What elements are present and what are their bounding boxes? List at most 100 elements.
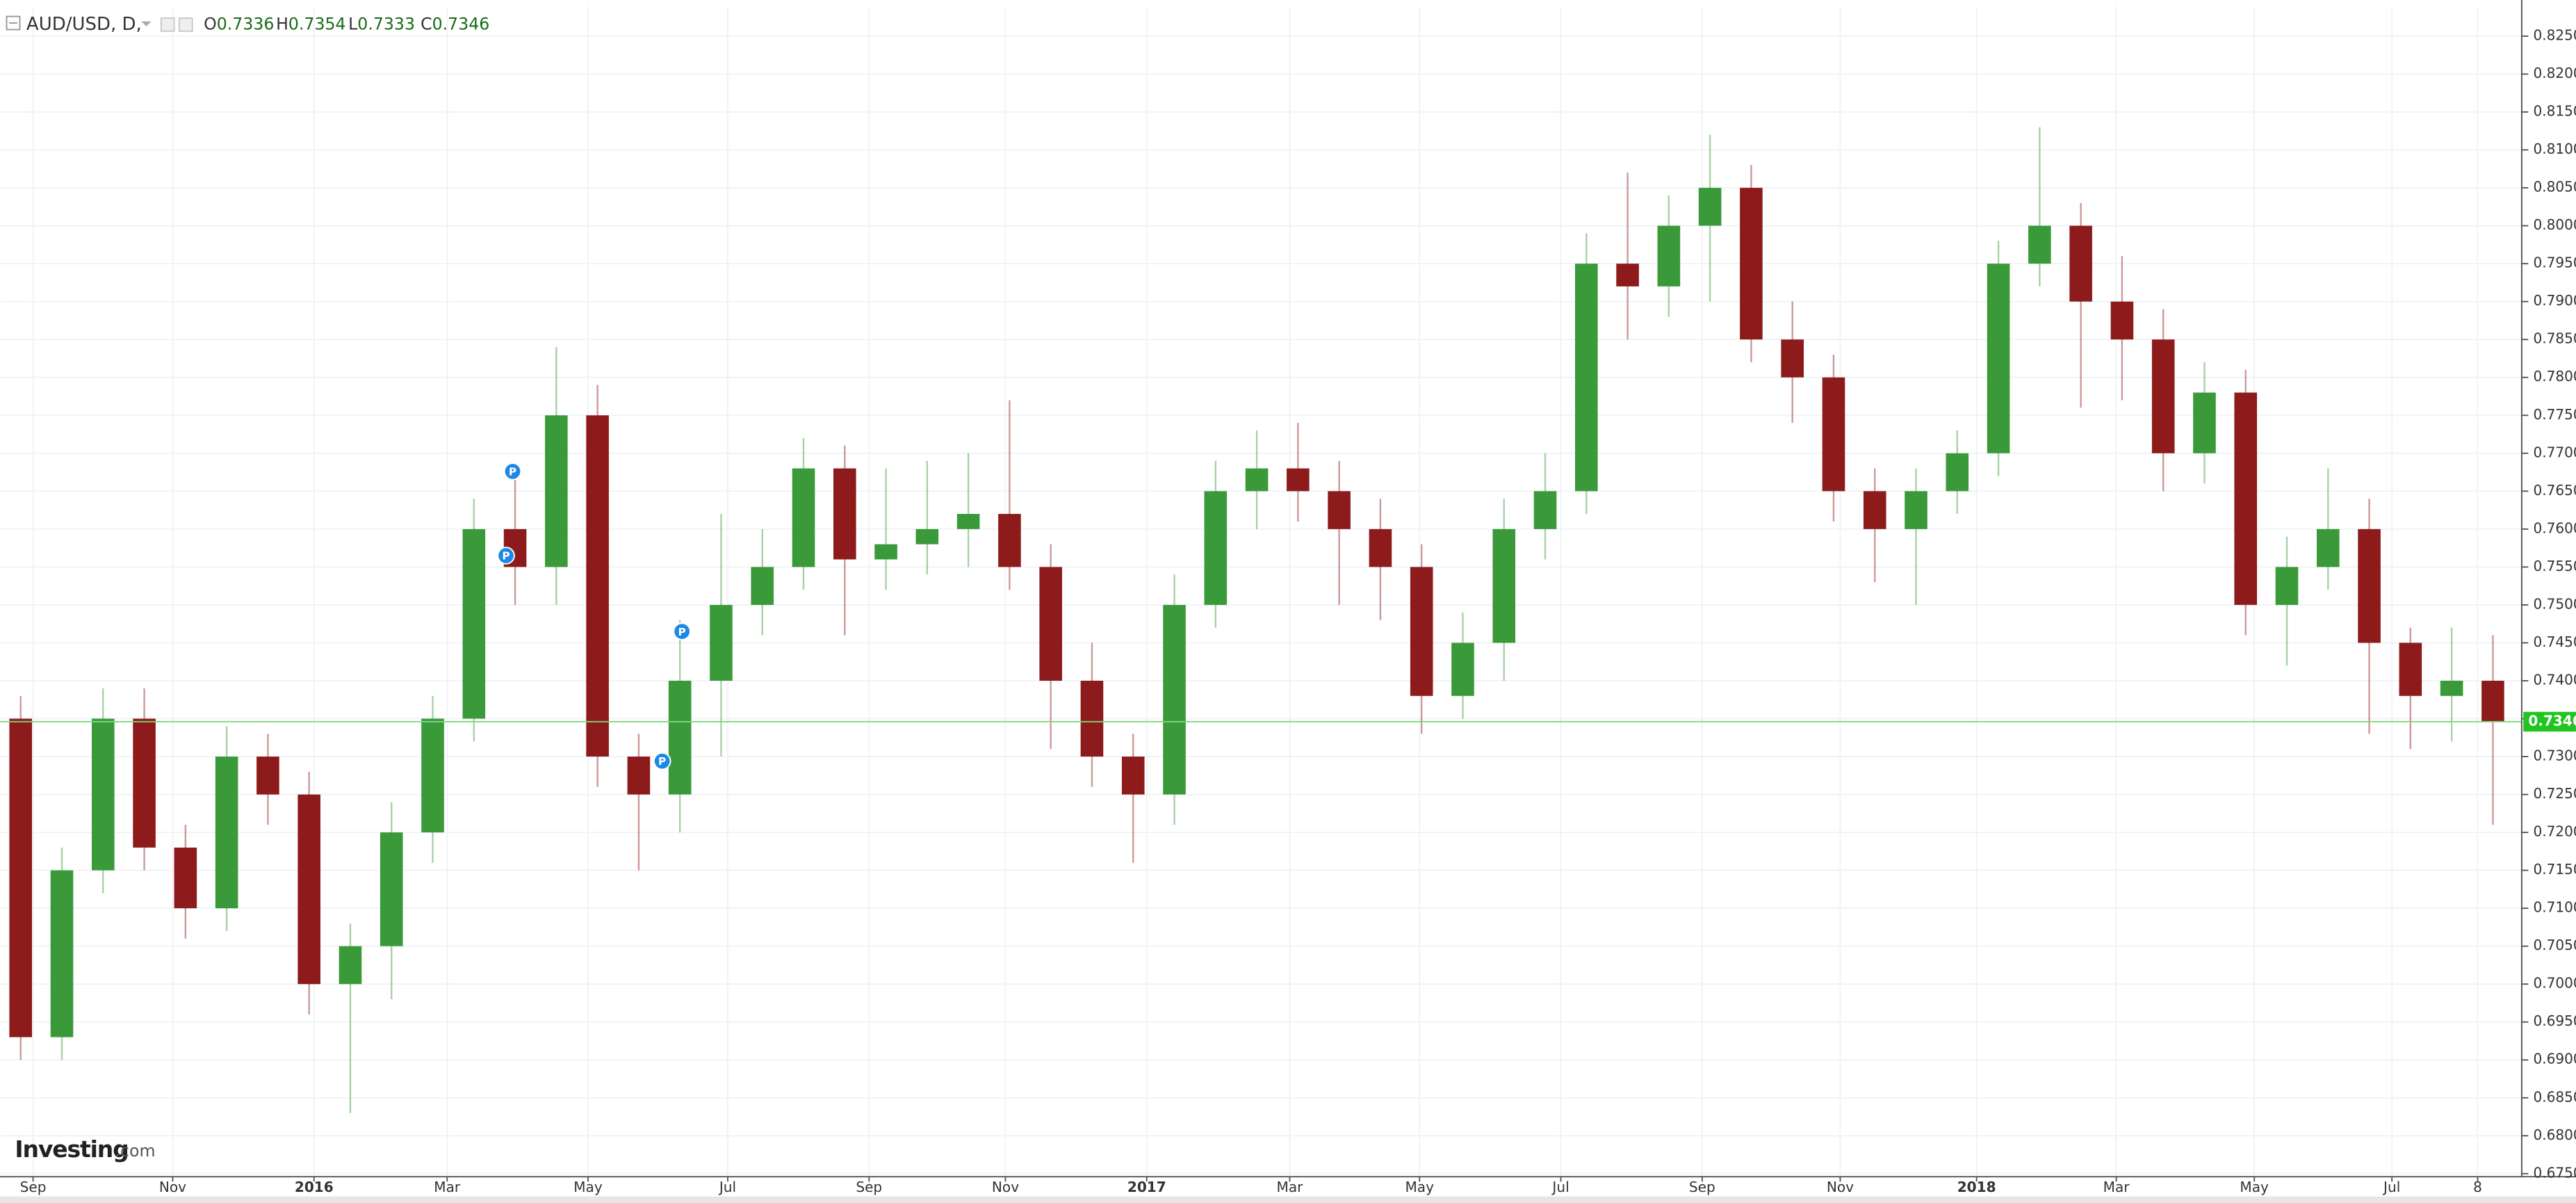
collapse-icon[interactable] (6, 15, 21, 31)
symbol-dropdown[interactable] (141, 21, 152, 26)
candle-body (50, 870, 74, 1038)
ohlc-item: L0.7333 (348, 14, 415, 33)
x-tick-label: Nov (159, 1179, 186, 1195)
candle-body (1451, 643, 1474, 696)
x-tick-label: 2016 (295, 1179, 334, 1195)
x-tick-label: Mar (1277, 1179, 1304, 1195)
hide-icon[interactable] (179, 17, 193, 32)
event-marker[interactable] (673, 622, 691, 640)
candle-body (1533, 491, 1557, 529)
x-tick-label: Sep (856, 1179, 882, 1195)
event-label: P (509, 466, 516, 478)
candle-body (545, 415, 568, 567)
candle-body (297, 794, 320, 985)
x-tick-label: May (1405, 1179, 1434, 1195)
legend-header: AUD/USD, D, O0.7336 H0.7354 L0.7333 C0.7346 (6, 14, 489, 35)
candle-body (1781, 339, 1804, 378)
x-tick-label: Nov (1827, 1179, 1854, 1195)
candle-body (1080, 680, 1104, 757)
y-tick-label: 0.8250 (2533, 26, 2576, 43)
candle-body (91, 718, 115, 871)
grid (0, 6, 2522, 1177)
ohlc-item: H0.7354 (276, 14, 345, 33)
candle-body (2069, 225, 2092, 302)
ohlc-value: 0.7333 (357, 14, 415, 33)
candle-body (2110, 301, 2134, 340)
candle-body (9, 718, 33, 1038)
candle-body (1574, 264, 1598, 492)
ohlc-label: O (204, 14, 217, 33)
ohlc-label: H (276, 14, 288, 33)
settings-icon[interactable] (161, 17, 175, 32)
x-tick-label: Sep (20, 1179, 47, 1195)
bottom-strip (0, 1196, 2576, 1203)
candle-body (1204, 491, 1228, 605)
candle-body (1121, 757, 1145, 795)
candle-body (215, 757, 238, 909)
candle-body (956, 514, 980, 529)
candle-body (380, 832, 403, 946)
candle-body (421, 718, 444, 833)
x-tick-label: May (573, 1179, 603, 1195)
candle-body (2481, 680, 2504, 722)
event-marker[interactable] (503, 462, 522, 481)
candle-body (2151, 339, 2175, 453)
candle-body (1657, 225, 1681, 286)
ohlc-label: L (348, 14, 358, 33)
event-marker[interactable] (653, 752, 671, 770)
x-tick-label: Sep (1689, 1179, 1715, 1195)
x-tick-label: 2018 (1957, 1179, 1996, 1195)
candle-body (2440, 680, 2463, 696)
last-price-box (2523, 711, 2576, 732)
candle-body (174, 847, 197, 909)
ohlc-values: O0.7336 H0.7354 L0.7333 C0.7346 (204, 14, 489, 33)
x-tick-label: Jul (1551, 1179, 1569, 1195)
candle-body (874, 544, 897, 560)
candle-body (2234, 392, 2258, 605)
candle-body (915, 528, 939, 544)
event-marker[interactable] (497, 547, 515, 565)
x-tick-label: Nov (992, 1179, 1019, 1195)
candle-body (998, 514, 1021, 567)
candle-body (2028, 225, 2051, 264)
last-price-label: 0.7346 (2528, 712, 2576, 729)
candle-body (256, 757, 279, 795)
candle-body (1287, 468, 1310, 492)
candle-body (751, 567, 774, 605)
candle-body (2316, 528, 2340, 567)
candle-body (1822, 377, 1845, 492)
candle-body (1863, 491, 1886, 529)
x-tick-label: May (2240, 1179, 2269, 1195)
event-label: P (502, 550, 510, 563)
x-tick-label: Jul (718, 1179, 736, 1195)
x-tick-label: 8 (2473, 1179, 2482, 1195)
candle-body (627, 757, 651, 795)
candle-body (1039, 567, 1062, 681)
ohlc-item: O0.7336 (204, 14, 274, 33)
candle-body (792, 468, 815, 567)
candle-body (2399, 643, 2422, 696)
candle-body (1905, 491, 1927, 529)
candle-body (462, 528, 486, 719)
candle-body (1946, 453, 1969, 492)
